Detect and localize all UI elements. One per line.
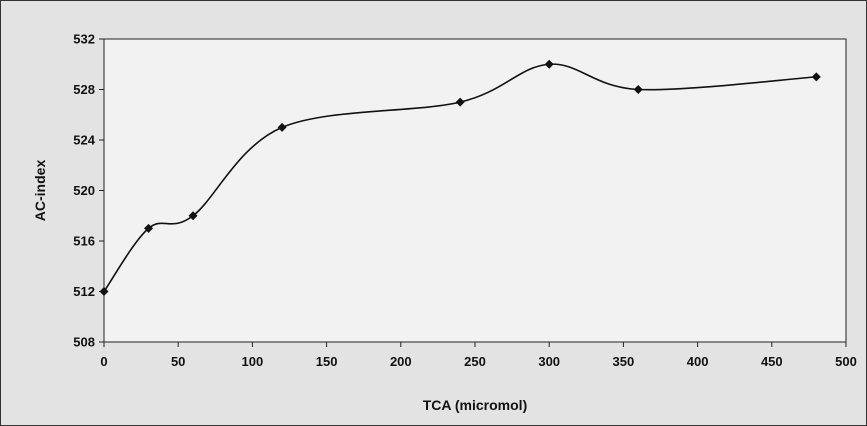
x-tick-label: 350 bbox=[613, 354, 635, 369]
y-axis-title: AC-index bbox=[32, 160, 48, 222]
series-markers bbox=[99, 59, 821, 296]
x-tick-label: 100 bbox=[242, 354, 264, 369]
data-point bbox=[633, 85, 643, 94]
x-tick-label: 450 bbox=[761, 354, 783, 369]
data-point bbox=[188, 211, 198, 221]
y-tick-label: 516 bbox=[73, 234, 95, 249]
y-tick-label: 524 bbox=[73, 133, 95, 148]
y-axis: 508 512 516 520 524 528 532 bbox=[73, 32, 104, 350]
data-point bbox=[277, 122, 287, 132]
x-axis: 0 50 100 150 200 250 300 350 400 450 500 bbox=[100, 342, 857, 369]
y-tick-label: 532 bbox=[73, 32, 95, 47]
x-tick-label: 0 bbox=[100, 354, 107, 369]
data-point bbox=[811, 72, 821, 82]
y-tick-label: 520 bbox=[73, 183, 95, 198]
y-tick-label: 528 bbox=[73, 82, 95, 97]
data-point bbox=[144, 223, 154, 233]
data-point bbox=[455, 97, 465, 107]
x-axis-title: TCA (micromol) bbox=[423, 397, 527, 413]
data-point bbox=[99, 287, 109, 296]
x-tick-label: 250 bbox=[464, 354, 486, 369]
plot-area bbox=[103, 38, 847, 343]
x-tick-label: 200 bbox=[390, 354, 412, 369]
x-tick-label: 50 bbox=[171, 354, 185, 369]
x-tick-label: 300 bbox=[538, 354, 560, 369]
x-tick-label: 150 bbox=[316, 354, 338, 369]
y-tick-label: 512 bbox=[73, 284, 95, 299]
y-tick-label: 508 bbox=[73, 335, 95, 350]
data-point bbox=[544, 59, 554, 69]
x-tick-label: 500 bbox=[835, 354, 857, 369]
x-tick-label: 400 bbox=[687, 354, 709, 369]
